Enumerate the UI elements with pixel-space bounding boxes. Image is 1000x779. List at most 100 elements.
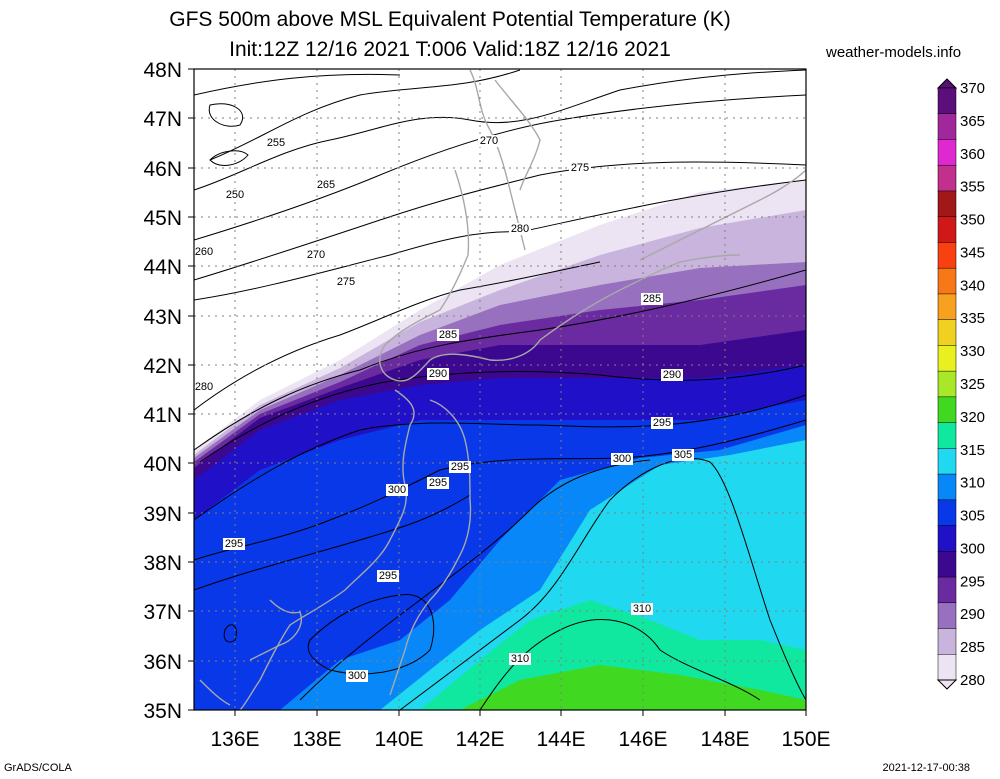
plot-frame [193,68,807,711]
colorbar-label: 305 [960,508,985,525]
colorbar-label: 365 [960,113,985,130]
contour-labels: 255 250 265 260 270 275 270 275 280 280 285 285 290 2… [194,135,694,682]
contour-label: 300 [613,453,631,465]
colorbar-swatch [937,473,957,501]
colorbar-label: 310 [960,475,985,492]
contour-label: 250 [226,189,244,201]
contour-label-bg [194,246,215,258]
lat-label: 43N [143,306,182,329]
latitude-labels: 48N 47N 46N 45N 44N 43N 42N 41N 40N 39N … [143,59,182,723]
colorbar-label: 285 [960,639,985,656]
lon-label: 136E [210,728,259,751]
colorbar-swatch [937,525,957,553]
lat-label: 48N [143,59,182,82]
lat-label: 38N [143,552,182,575]
colorbar-label: 335 [960,310,985,327]
colorbar-label: 325 [960,376,985,393]
contour-label: 260 [195,246,213,258]
colorbar-swatch [937,139,957,166]
contour-label-bg [569,162,591,174]
colorbar-swatch [937,448,957,475]
contour-label-bg [509,223,531,235]
contour-label-bg [672,449,694,461]
colorbar-label: 295 [960,573,985,590]
colorbar-swatch [937,87,957,115]
colorbar-label: 330 [960,343,985,360]
colorbar-label: 320 [960,409,985,426]
colorbar-swatch [937,576,957,604]
colorbar-swatch [937,602,957,630]
contour-label-bg [449,461,471,473]
colorbar-label: 350 [960,212,985,229]
contour-label: 285 [643,293,661,305]
colorbar-label: 300 [960,540,985,557]
contour-label-bg [651,417,673,429]
colorbar-swatch [937,628,957,656]
lat-label: 40N [143,453,182,476]
colorbar-swatch [937,422,957,450]
contour-label-bg [224,189,246,201]
contour-label: 290 [663,369,681,381]
field-layer: 255 250 265 260 270 275 270 275 280 280 285 285 290 2… [194,69,806,710]
contour-label-bg [641,293,663,305]
contour-label: 295 [379,570,397,582]
contour-label: 265 [317,179,335,191]
colorbar-label: 345 [960,244,985,261]
contour-label: 310 [511,653,529,665]
lat-label: 39N [143,503,182,526]
contour-label-bg [427,477,449,489]
colorbar-label: 280 [960,672,985,689]
contour-label: 295 [225,538,243,550]
contour-label: 295 [451,461,469,473]
colorbar-swatch [937,396,957,424]
contour-label-bg [386,484,408,496]
contour-label: 255 [267,137,285,149]
contour-label-bg [335,276,357,288]
colorbar-label: 360 [960,146,985,163]
colorbar-swatch [937,242,957,269]
footer-timestamp: 2021-12-17-00:38 [882,762,970,774]
colorbar-label: 340 [960,277,985,294]
contour-label: 275 [337,276,355,288]
colorbar-swatch [937,293,957,321]
contour-label: 290 [429,368,447,380]
site-credit: weather-models.info [826,44,962,61]
contour-label: 285 [439,329,457,341]
contour-label-bg [478,135,500,147]
contour-label: 280 [511,223,529,235]
map-title: GFS 500m above MSL Equivalent Potential … [169,8,731,31]
lon-label: 146E [618,728,667,751]
colorbar-swatch [937,216,957,244]
lat-label: 36N [143,651,182,674]
colorbar-top-arrow [936,78,958,89]
contour-label: 295 [653,417,671,429]
contour-label-bg [661,369,683,381]
colorbar-swatch [937,370,957,398]
contour-label-bg [305,249,327,261]
colorbar-swatch [937,499,957,527]
lat-label: 41N [143,404,182,427]
colorbar-label: 355 [960,179,985,196]
colorbar-label: 370 [960,80,985,97]
contour-label: 300 [388,484,406,496]
colorbar-swatch [937,345,957,372]
colorbar-bottom-arrow [936,679,958,690]
contour-label: 300 [348,670,366,682]
lon-label: 144E [536,728,585,751]
contour-label: 270 [307,249,325,261]
colorbar-label: 290 [960,606,985,623]
colorbar-swatch [937,551,957,578]
axis-ticks [188,68,807,716]
lat-label: 35N [143,700,182,723]
footer-software: GrADS/COLA [4,762,72,774]
contour-label: 295 [429,477,447,489]
lon-label: 140E [374,728,423,751]
contour-label-bg [265,137,287,149]
lat-label: 42N [143,355,182,378]
lat-label: 46N [143,158,182,181]
contour-label-bg [631,603,653,615]
contour-label-bg [509,653,531,665]
lat-lon-grid [194,69,806,710]
contour-label: 280 [195,381,213,393]
